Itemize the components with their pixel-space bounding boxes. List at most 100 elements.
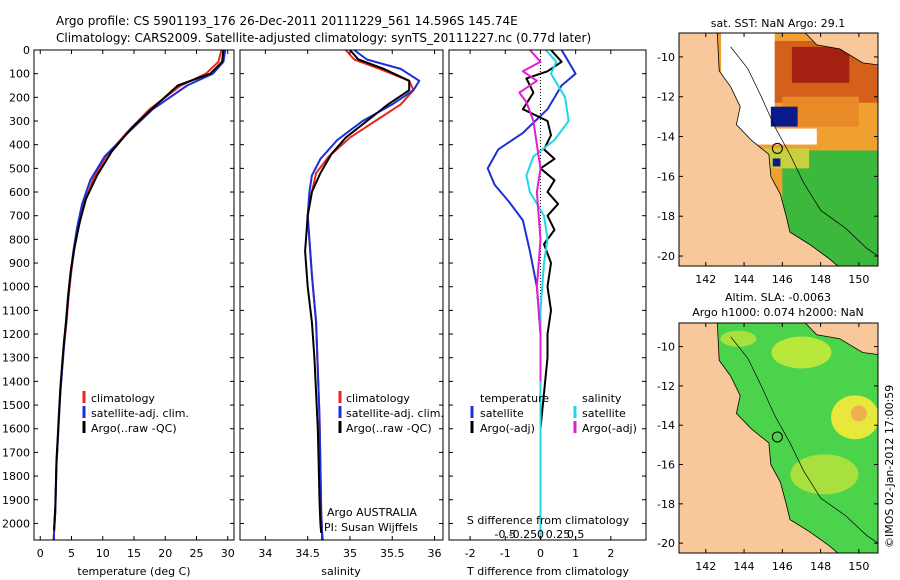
argo-program-label: Argo AUSTRALIA [327,506,417,519]
depth-tick-label: 300 [9,115,30,128]
figure-title-line2: Climatology: CARS2009. Satellite-adjuste… [56,31,591,45]
temperature-legend: climatology satellite-adj. clim. Argo(..… [82,391,189,435]
map-lon-tick-label: 150 [848,560,869,573]
map-lat-tick-label: -16 [657,459,675,472]
sal-xtick-label: 34.5 [295,547,320,560]
temp-xtick-label: 15 [127,547,141,560]
map-lat-tick-label: -18 [657,210,675,223]
difference-panel: -2 -1 0 1 2 -0.5-0.25 0 0.250.5 S difference f… [448,49,647,578]
diff-series-argo [521,49,563,531]
salinity-x-label: salinity [321,565,361,578]
diff-secondary-tick-label: -0.5 [495,528,516,541]
depth-tick-label: 1700 [2,446,30,459]
depth-tick-label: 1500 [2,399,30,412]
temp-series-argo [53,49,225,531]
temp-xtick-label: 30 [221,547,235,560]
map-lat-tick-label: -14 [657,419,675,432]
sla-orange-core [850,405,867,422]
sal-xtick-label: 35.5 [380,547,405,560]
map-lon-tick-label: 142 [695,273,716,286]
sla-map-panel: Altim. SLA: -0.0063 Argo h1000: 0.074 h2… [657,291,879,573]
depth-tick-label: 600 [9,186,30,199]
depth-tick-label: 2000 [2,517,30,530]
depth-tick-label: 1000 [2,281,30,294]
temp-xtick-label: 20 [158,547,172,560]
diff-series-argo_salinity [518,49,542,382]
sla-yellow-south [790,454,859,495]
depth-tick-label: 100 [9,68,30,81]
sal-xtick-label: 35 [343,547,357,560]
map-lon-tick-label: 144 [734,560,755,573]
diff-legend-s-argo-label: Argo(-adj) [582,422,637,435]
sla-map-title-line1: Altim. SLA: -0.0063 [725,291,831,304]
temperature-panel: 0 5 10 15 20 25 30 0 100 200 300 400 500 600 700 800 90… [2,44,235,578]
diff-secondary-tick-label: 0.25 [546,528,571,541]
temp-xtick-label: 0 [37,547,44,560]
map-lat-tick-label: -20 [657,537,675,550]
temp-xtick-label: 25 [190,547,204,560]
imos-credit: ©IMOS 02-Jan-2012 17:00:59 [883,385,896,548]
depth-tick-label: 500 [9,162,30,175]
isobath-line [730,46,878,257]
diff-legend-s-satellite-label: satellite [582,407,626,420]
land-png [804,33,878,66]
pi-label: PI: Susan Wijffels [324,521,418,534]
map-lon-tick-label: 146 [772,273,793,286]
diff-legend-t-satellite-label: satellite [480,407,524,420]
salinity-panel: 34 34.5 35 35.5 36 salinity climatology sate… [239,49,444,578]
argo-location-marker [771,142,783,154]
figure-title-line1: Argo profile: CS 5901193_176 26-Dec-2011… [56,14,518,28]
t-difference-label: T difference from climatology [466,565,629,578]
map-lat-tick-label: -10 [657,341,675,354]
sal-xtick-label: 34 [258,547,272,560]
temperature-frame [33,49,235,541]
diff-xtick-label: 0 [537,547,544,560]
salinity-frame [239,49,444,541]
temp-series-satellite [53,49,227,540]
salinity-legend: climatology satellite-adj. clim. Argo(..… [338,391,444,435]
depth-tick-label: 1200 [2,328,30,341]
map-lon-tick-label: 144 [734,273,755,286]
depth-tick-label: 1100 [2,304,30,317]
sal-legend-climatology-label: climatology [346,392,410,405]
depth-tick-label: 1800 [2,470,30,483]
depth-tick-label: 800 [9,233,30,246]
diff-series-satellite [486,49,577,540]
diff-xtick-label: 2 [607,547,614,560]
legend-argo-label: Argo(..raw -QC) [91,422,177,435]
sla-map-frame [678,322,879,554]
difference-legend: temperature salinity satellite Argo(-adj… [470,392,637,435]
sst-map-title: sat. SST: NaN Argo: 29.1 [711,17,845,30]
depth-tick-label: 1300 [2,352,30,365]
land-mass [679,33,839,266]
map-lon-tick-label: 142 [695,560,716,573]
sst-map-body-content [679,33,878,266]
temp-xtick-label: 10 [96,547,110,560]
legend-salinity-heading: salinity [582,392,622,405]
diff-legend-t-argo-label: Argo(-adj) [480,422,535,435]
sst-hot-core [791,46,850,83]
sla-yellow-nw [720,330,757,347]
depth-tick-label: 200 [9,91,30,104]
sst-cold-patch-coast [772,158,781,167]
diff-secondary-tick-label: 0 [537,528,544,541]
land-png [804,323,878,355]
sal-series-satellite [306,49,421,540]
sst-nodata-2 [763,128,817,145]
sla-yellow-north [771,336,832,369]
depth-tick-label: 0 [23,44,30,57]
sal-series-argo [304,49,411,533]
s-difference-label: S difference from climatology [467,514,630,527]
temperature-x-label: temperature (deg C) [77,565,190,578]
sla-map-body-content [679,323,878,553]
map-lon-tick-label: 146 [772,560,793,573]
depth-tick-label: 1900 [2,494,30,507]
map-lon-tick-label: 150 [848,273,869,286]
map-lon-tick-label: 148 [810,273,831,286]
depth-tick-label: 1600 [2,423,30,436]
map-lat-tick-label: -10 [657,51,675,64]
map-lon-tick-label: 148 [810,560,831,573]
legend-satellite-label: satellite-adj. clim. [91,407,189,420]
sla-map-title-line2: Argo h1000: 0.074 h2000: NaN [692,306,864,319]
